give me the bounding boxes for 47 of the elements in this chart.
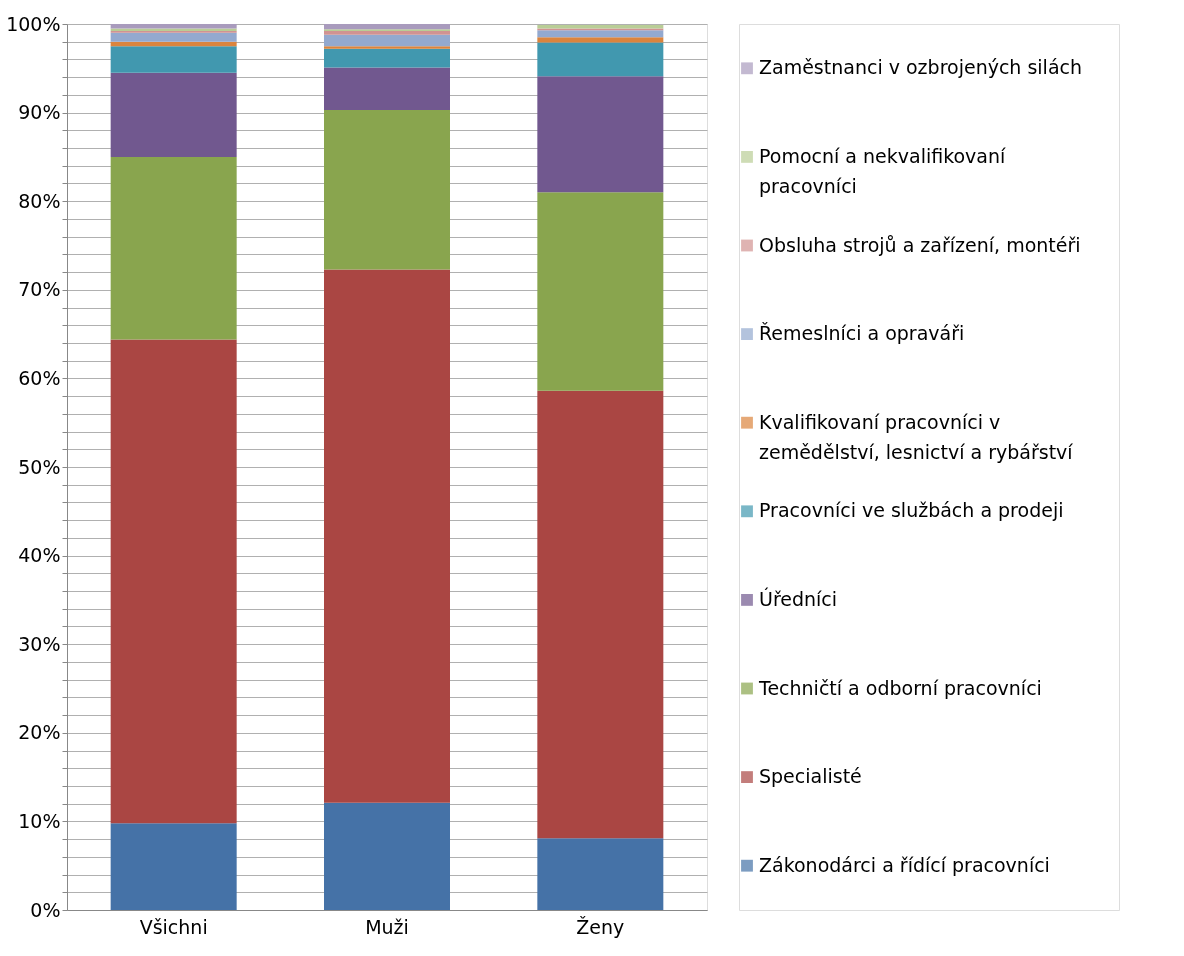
y-tick-label: 100% <box>6 12 61 35</box>
x-tick-label: Muži <box>365 915 409 938</box>
bar <box>537 192 664 391</box>
y-tick-label: 70% <box>18 278 61 301</box>
legend-label: Řemeslníci a opraváři <box>759 322 965 345</box>
bar <box>110 41 237 47</box>
bar <box>324 46 450 49</box>
legend-label: Pomocní a nekvalifikovaní pracovníci <box>759 144 1007 197</box>
bar <box>110 156 237 340</box>
y-tick-label: 20% <box>18 721 61 744</box>
y-tick-label: 40% <box>18 544 61 567</box>
y-tick-label: 10% <box>18 809 61 832</box>
legend-label: Úředníci <box>759 586 838 610</box>
bar <box>110 339 237 824</box>
x-tick-label: Všichni <box>139 915 208 938</box>
bar <box>110 24 237 29</box>
y-tick-label: 30% <box>18 632 61 655</box>
bar <box>324 24 450 30</box>
legend-label: Kvalifikovaní pracovníci v zemědělství, lesnictví a rybářství <box>759 410 1074 463</box>
bar <box>324 48 450 68</box>
y-tick-label: 50% <box>18 455 61 478</box>
bar <box>110 46 237 73</box>
bar <box>537 42 664 77</box>
bar <box>537 30 664 38</box>
bar <box>110 72 237 157</box>
bar <box>324 802 450 910</box>
bar <box>324 67 450 110</box>
bar <box>537 390 664 839</box>
legend-label: Zákonodárci a řídící pracovníci <box>759 853 1050 876</box>
y-tick-label: 0% <box>30 898 61 921</box>
bar <box>324 109 450 270</box>
bar <box>324 269 450 803</box>
legend-label: Pracovníci ve službách a prodeji <box>759 499 1064 522</box>
bar <box>110 823 237 910</box>
bar <box>537 76 664 193</box>
legend-label: Zaměstnanci v ozbrojených silách <box>759 56 1083 79</box>
legend-label: Techničtí a odborní pracovníci <box>758 676 1042 699</box>
legend-label: Specialisté <box>759 765 862 788</box>
bar <box>537 838 664 910</box>
x-tick-label: Ženy <box>576 915 625 938</box>
y-tick-label: 90% <box>18 101 61 124</box>
legend-label: Obsluha strojů a zařízení, montéři <box>759 233 1081 256</box>
y-tick-label: 60% <box>18 366 61 389</box>
bar <box>537 37 664 43</box>
bar <box>110 32 237 42</box>
bar <box>324 34 450 47</box>
y-tick-label: 80% <box>18 189 61 212</box>
